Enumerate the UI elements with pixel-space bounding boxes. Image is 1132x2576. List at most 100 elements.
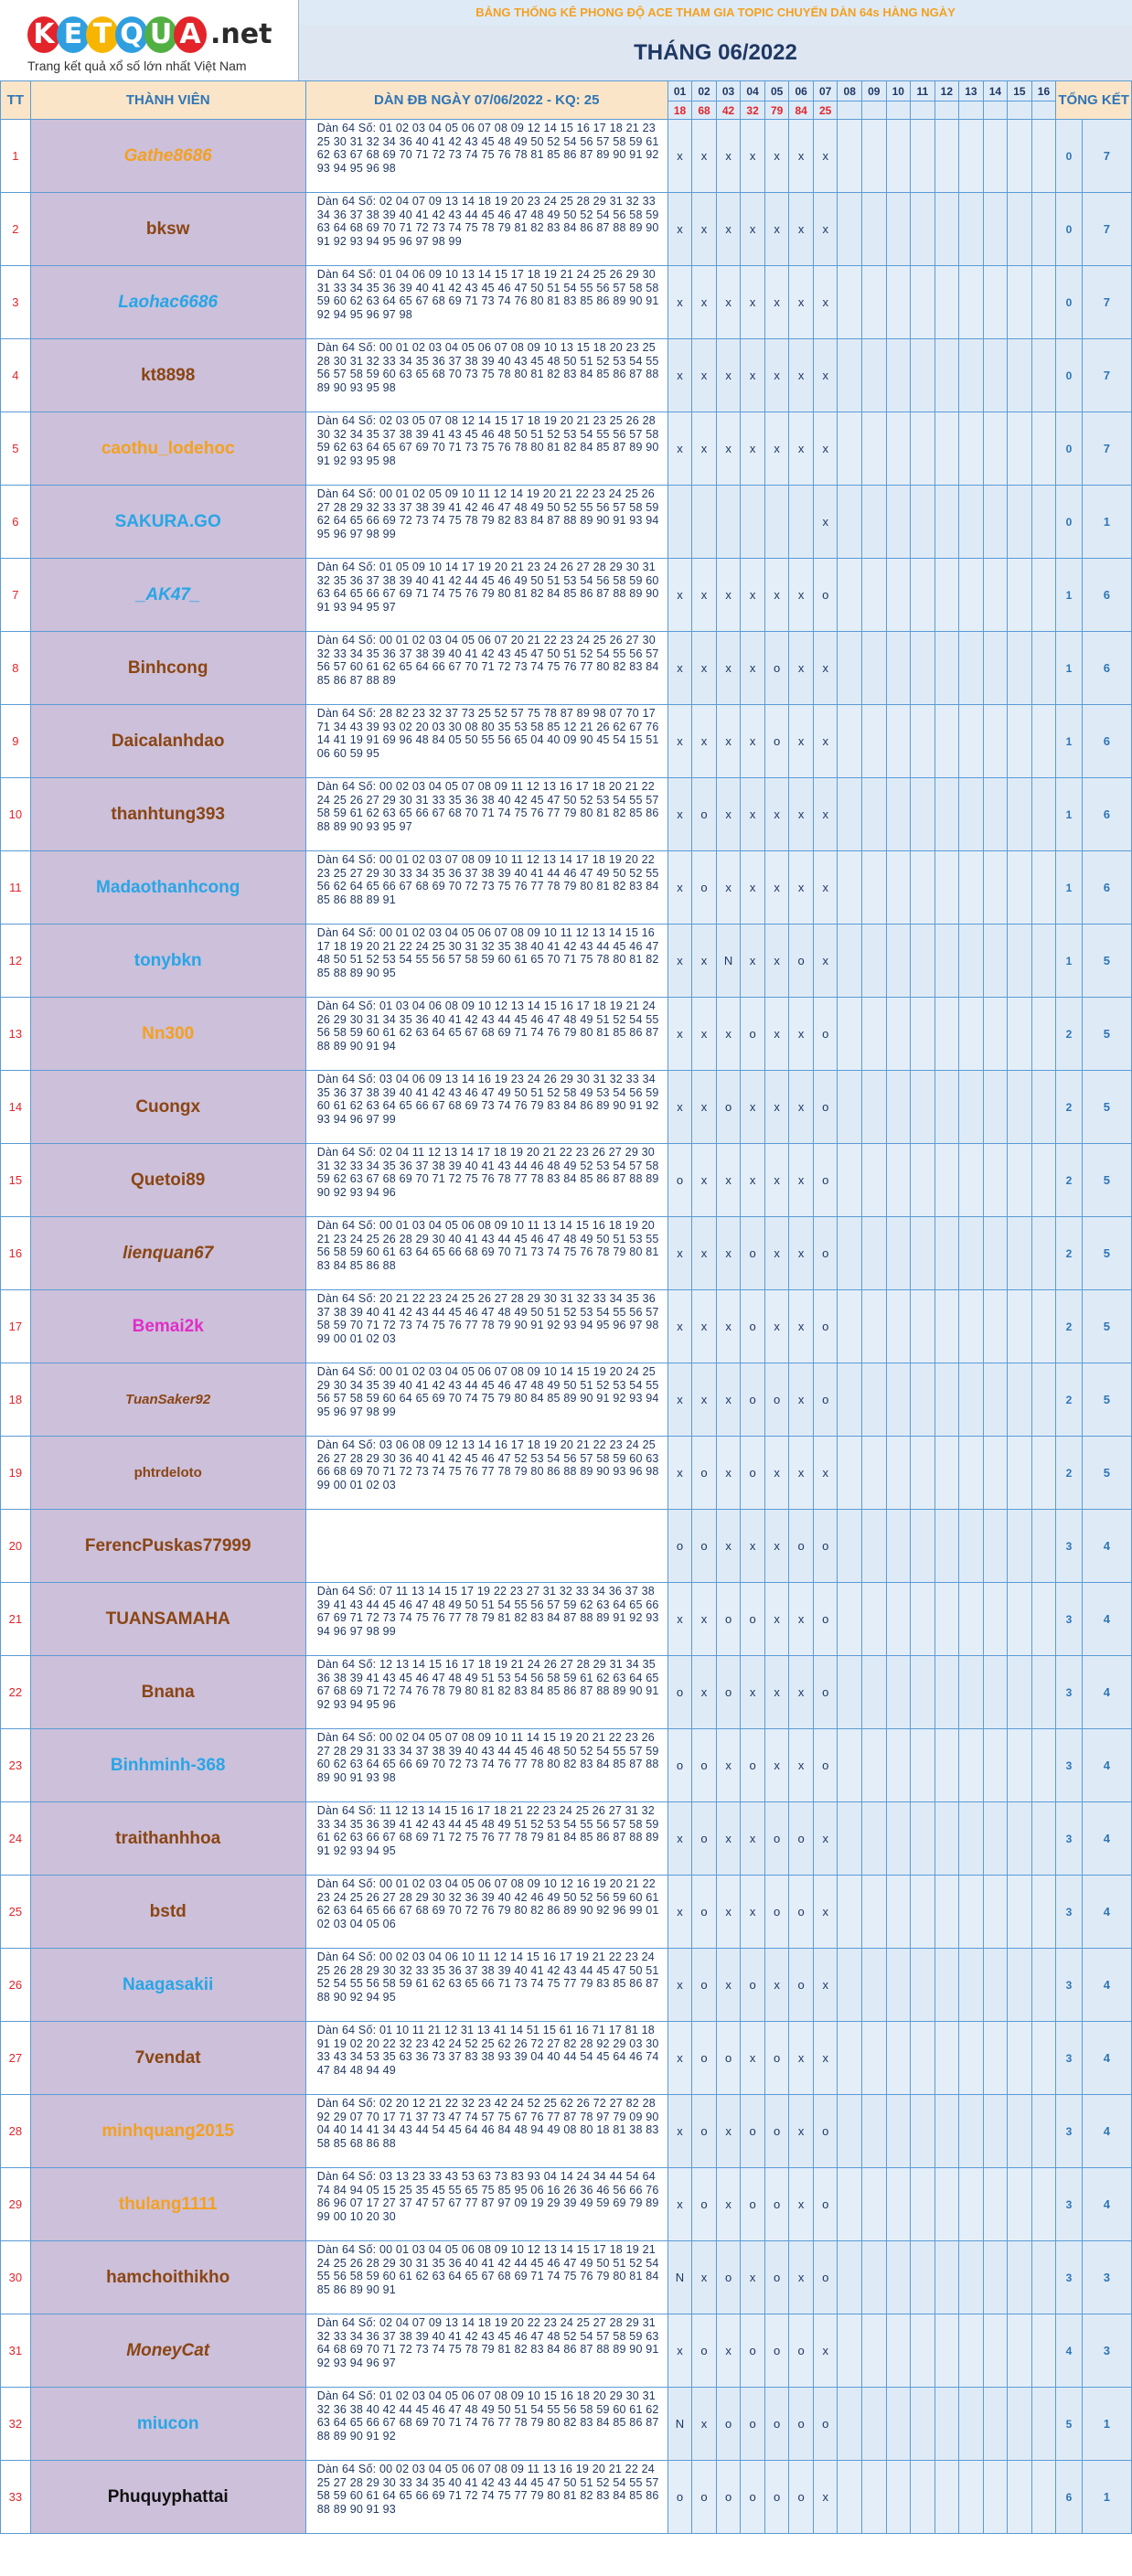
- day-mark: x: [667, 1875, 693, 1949]
- day-header: 13: [958, 80, 984, 102]
- member-name[interactable]: Phuquyphattai: [29, 2460, 306, 2534]
- day-header: 11: [910, 80, 935, 102]
- day-mark: [958, 1948, 984, 2022]
- member-name[interactable]: Binhcong: [29, 631, 306, 705]
- member-name[interactable]: MoneyCat: [29, 2314, 306, 2388]
- member-name[interactable]: kt8898: [29, 338, 306, 412]
- member-name[interactable]: bksw: [29, 192, 306, 266]
- member-name[interactable]: traithanhhoa: [29, 1801, 306, 1876]
- day-mark: x: [667, 192, 693, 266]
- day-mark: [910, 2460, 935, 2534]
- day-mark: [910, 1948, 935, 2022]
- member-name[interactable]: TUANSAMAHA: [29, 1582, 306, 1656]
- member-name[interactable]: TuanSaker92: [29, 1363, 306, 1437]
- day-mark: [982, 1875, 1009, 1949]
- day-mark: [982, 2094, 1009, 2168]
- day-mark: x: [667, 1289, 693, 1363]
- dan-numbers: Dàn 64 Số: 00 01 02 03 04 05 06 07 08 09…: [304, 1363, 668, 1437]
- member-name[interactable]: phtrdeloto: [29, 1436, 306, 1510]
- total-hit: 5: [1081, 1143, 1132, 1217]
- day-mark: x: [715, 704, 742, 778]
- day-mark: [860, 1801, 887, 1876]
- month-title: THÁNG 06/2022: [299, 25, 1132, 81]
- total-miss: 4: [1055, 2314, 1083, 2388]
- day-mark: [860, 2167, 887, 2241]
- member-name[interactable]: caothu_lodehoc: [29, 412, 306, 486]
- member-name[interactable]: Bemai2k: [29, 1289, 306, 1363]
- member-name[interactable]: Bnana: [29, 1655, 306, 1729]
- day-mark: x: [691, 1363, 717, 1437]
- member-name[interactable]: SAKURA.GO: [29, 485, 306, 559]
- day-result: 18: [667, 101, 693, 120]
- day-mark: [910, 558, 935, 632]
- member-name[interactable]: Daicalanhdao: [29, 704, 306, 778]
- day-header: 15: [1007, 80, 1032, 102]
- day-mark: x: [715, 777, 742, 851]
- total-miss: 3: [1055, 1582, 1083, 1656]
- day-mark: [885, 1143, 912, 1217]
- member-name[interactable]: Binhminh-368: [29, 1728, 306, 1802]
- member-name[interactable]: Cuongx: [29, 1070, 306, 1144]
- site-logo[interactable]: K E T Q U A .net Trang kết quả xổ số lớn nhất …: [0, 0, 299, 80]
- total-miss: 2: [1055, 1363, 1083, 1437]
- member-name[interactable]: Quetoi89: [29, 1143, 306, 1217]
- day-mark: [934, 1509, 960, 1583]
- member-name[interactable]: Madaothanhcong: [29, 850, 306, 925]
- day-mark: o: [667, 1143, 693, 1217]
- day-header: 04: [740, 80, 765, 102]
- day-mark: [1031, 1509, 1057, 1583]
- day-mark: x: [715, 1875, 742, 1949]
- member-name[interactable]: Nn300: [29, 997, 306, 1071]
- dan-numbers: Dàn 64 Số: 01 02 03 04 05 06 07 08 09 12…: [304, 119, 668, 193]
- day-mark: [934, 1875, 960, 1949]
- day-mark: o: [715, 1655, 742, 1729]
- day-mark: [958, 1363, 984, 1437]
- member-name[interactable]: Gathe8686: [29, 119, 306, 193]
- day-mark: o: [812, 558, 838, 632]
- day-mark: [910, 1509, 935, 1583]
- day-mark: [885, 1875, 912, 1949]
- member-name[interactable]: miucon: [29, 2387, 306, 2461]
- dan-text: Dàn 64 Số: 11 12 13 14 15 16 17 18 21 22…: [316, 1804, 659, 1857]
- member-name[interactable]: FerencPuskas77999: [29, 1509, 306, 1583]
- day-mark: [1007, 1070, 1032, 1144]
- day-mark: [982, 704, 1009, 778]
- member-name[interactable]: thanhtung393: [29, 777, 306, 851]
- day-mark: [1007, 2314, 1032, 2388]
- total-hit: 4: [1081, 1948, 1132, 2022]
- day-mark: [837, 1655, 862, 1729]
- member-name[interactable]: tonybkn: [29, 924, 306, 998]
- day-mark: x: [764, 412, 790, 486]
- member-name[interactable]: hamchoithikho: [29, 2240, 306, 2314]
- member-name[interactable]: Naagasakii: [29, 1948, 306, 2022]
- day-mark: [1007, 1216, 1032, 1290]
- day-mark: o: [788, 1509, 814, 1583]
- table-row: 33 Phuquyphattai Dàn 64 Số: 00 02 03 04 05…: [0, 2460, 1132, 2534]
- total-miss: 1: [1055, 850, 1083, 925]
- day-mark: [860, 2460, 887, 2534]
- day-mark: [860, 850, 887, 925]
- day-mark: [860, 777, 887, 851]
- day-mark: o: [764, 2314, 790, 2388]
- day-mark: [764, 485, 790, 559]
- member-name[interactable]: thulang1111: [29, 2167, 306, 2241]
- day-mark: [885, 1948, 912, 2022]
- day-mark: [910, 1875, 935, 1949]
- day-mark: [910, 412, 935, 486]
- dan-numbers: Dàn 64 Số: 00 01 02 03 04 05 06 07 08 09…: [304, 338, 668, 412]
- member-name[interactable]: lienquan67: [29, 1216, 306, 1290]
- day-mark: o: [788, 1801, 814, 1876]
- day-mark: [860, 192, 887, 266]
- member-name[interactable]: _AK47_: [29, 558, 306, 632]
- total-miss: 3: [1055, 2240, 1083, 2314]
- day-mark: [1031, 1948, 1057, 2022]
- header-member: THÀNH VIÊN: [29, 80, 306, 120]
- member-name[interactable]: 7vendat: [29, 2021, 306, 2095]
- member-name[interactable]: Laohac6686: [29, 265, 306, 339]
- total-hit: 4: [1081, 2167, 1132, 2241]
- day-mark: [837, 119, 862, 193]
- logo-letter: E: [57, 16, 90, 53]
- row-number: 8: [0, 631, 31, 705]
- member-name[interactable]: bstd: [29, 1875, 306, 1949]
- member-name[interactable]: minhquang2015: [29, 2094, 306, 2168]
